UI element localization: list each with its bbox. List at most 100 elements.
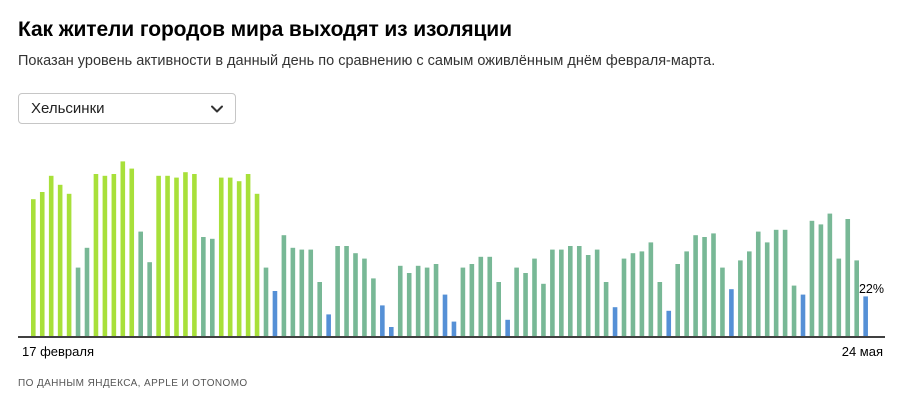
bar-day-63[interactable] <box>585 255 591 336</box>
bar-day-84[interactable] <box>773 229 779 336</box>
bar-day-1[interactable] <box>31 199 36 336</box>
bar-day-56[interactable] <box>523 273 528 336</box>
bar-day-20[interactable] <box>201 237 206 336</box>
bar-day-11[interactable] <box>120 161 126 336</box>
bar-day-24[interactable] <box>236 181 242 336</box>
bar-day-6[interactable] <box>75 267 81 336</box>
bar-day-64[interactable] <box>594 249 600 336</box>
bar-day-49[interactable] <box>460 267 466 336</box>
bar-day-67[interactable] <box>621 258 627 336</box>
bar-day-62[interactable] <box>576 246 582 336</box>
bar-day-65[interactable] <box>603 282 609 336</box>
bar-day-75[interactable] <box>693 235 698 336</box>
bar-day-54[interactable] <box>505 319 510 336</box>
bar-day-69[interactable] <box>639 251 645 336</box>
bar-day-92[interactable] <box>845 219 851 336</box>
bar-day-12[interactable] <box>129 168 135 336</box>
bar-day-19[interactable] <box>192 174 197 336</box>
bar-day-58[interactable] <box>541 283 546 336</box>
bar-day-27[interactable] <box>263 267 269 336</box>
bar-day-88[interactable] <box>809 220 815 336</box>
bar-day-77[interactable] <box>711 233 716 336</box>
bars-group <box>31 161 868 336</box>
bar-day-44[interactable] <box>415 265 421 336</box>
bar-day-74[interactable] <box>684 251 689 336</box>
bar-day-10[interactable] <box>111 174 117 336</box>
bar-day-34[interactable] <box>326 314 331 336</box>
bar-day-26[interactable] <box>254 193 260 336</box>
bar-day-91[interactable] <box>836 258 842 336</box>
bar-day-47[interactable] <box>442 294 448 336</box>
bar-day-30[interactable] <box>290 247 296 336</box>
bar-day-71[interactable] <box>657 282 663 336</box>
bar-day-29[interactable] <box>281 235 287 336</box>
bar-day-94[interactable] <box>863 296 868 336</box>
bar-day-33[interactable] <box>317 282 322 336</box>
bar-day-28[interactable] <box>272 291 278 336</box>
bar-day-50[interactable] <box>469 264 475 336</box>
bar-day-76[interactable] <box>702 237 707 336</box>
bar-day-78[interactable] <box>720 267 725 336</box>
bar-day-90[interactable] <box>827 213 833 336</box>
bar-day-5[interactable] <box>66 193 72 336</box>
bar-day-86[interactable] <box>791 285 797 336</box>
bar-day-43[interactable] <box>406 273 412 336</box>
bar-day-82[interactable] <box>755 231 761 336</box>
bar-day-3[interactable] <box>48 175 54 336</box>
bar-day-80[interactable] <box>738 260 743 336</box>
bar-day-21[interactable] <box>210 238 215 336</box>
bar-day-57[interactable] <box>532 258 537 336</box>
bar-day-52[interactable] <box>487 256 493 336</box>
bar-day-35[interactable] <box>335 246 340 336</box>
bar-day-31[interactable] <box>299 249 305 336</box>
bar-day-46[interactable] <box>433 264 439 336</box>
bar-day-55[interactable] <box>514 267 519 336</box>
bar-day-36[interactable] <box>344 246 349 336</box>
bar-day-83[interactable] <box>764 242 770 336</box>
city-select-value: Хельсинки <box>31 100 105 117</box>
bar-day-40[interactable] <box>380 305 385 336</box>
bar-day-79[interactable] <box>729 289 734 336</box>
source-note: ПО ДАННЫМ ЯНДЕКСА, APPLE И OTONOMO <box>18 378 248 389</box>
bar-day-89[interactable] <box>818 224 824 336</box>
bar-day-81[interactable] <box>747 251 752 336</box>
bar-day-4[interactable] <box>57 184 63 336</box>
bar-day-18[interactable] <box>183 172 188 336</box>
bar-day-37[interactable] <box>353 253 358 336</box>
bar-day-22[interactable] <box>218 177 224 336</box>
bar-day-68[interactable] <box>630 253 636 336</box>
bar-day-51[interactable] <box>478 256 484 336</box>
bar-day-93[interactable] <box>854 260 859 336</box>
bar-day-41[interactable] <box>389 327 394 336</box>
bar-day-25[interactable] <box>245 174 251 336</box>
bar-day-39[interactable] <box>371 278 376 336</box>
bar-day-8[interactable] <box>93 174 99 336</box>
bar-day-60[interactable] <box>559 249 564 336</box>
bar-day-14[interactable] <box>147 262 152 336</box>
bar-day-2[interactable] <box>39 192 45 336</box>
bar-day-17[interactable] <box>174 177 179 336</box>
bar-day-70[interactable] <box>648 242 654 336</box>
bar-day-66[interactable] <box>612 307 618 336</box>
bar-day-73[interactable] <box>675 264 680 336</box>
bar-day-45[interactable] <box>424 267 430 336</box>
bar-day-87[interactable] <box>800 294 806 336</box>
bar-day-16[interactable] <box>165 175 170 336</box>
bar-day-9[interactable] <box>102 175 108 336</box>
bar-day-42[interactable] <box>397 265 403 336</box>
bar-day-61[interactable] <box>568 246 573 336</box>
bar-day-72[interactable] <box>666 310 672 336</box>
city-select[interactable]: Хельсинки <box>18 93 236 124</box>
bar-day-53[interactable] <box>496 282 501 336</box>
bar-day-38[interactable] <box>362 258 367 336</box>
bar-day-23[interactable] <box>227 177 233 336</box>
bar-day-15[interactable] <box>156 175 161 336</box>
chevron-down-icon <box>211 105 223 112</box>
bar-day-85[interactable] <box>782 229 788 336</box>
x-tick-start: 17 февраля <box>22 344 94 359</box>
bar-day-7[interactable] <box>84 247 90 336</box>
bar-day-59[interactable] <box>550 249 555 336</box>
bar-day-13[interactable] <box>138 231 143 336</box>
bar-day-48[interactable] <box>451 321 457 336</box>
bar-day-32[interactable] <box>308 249 314 336</box>
